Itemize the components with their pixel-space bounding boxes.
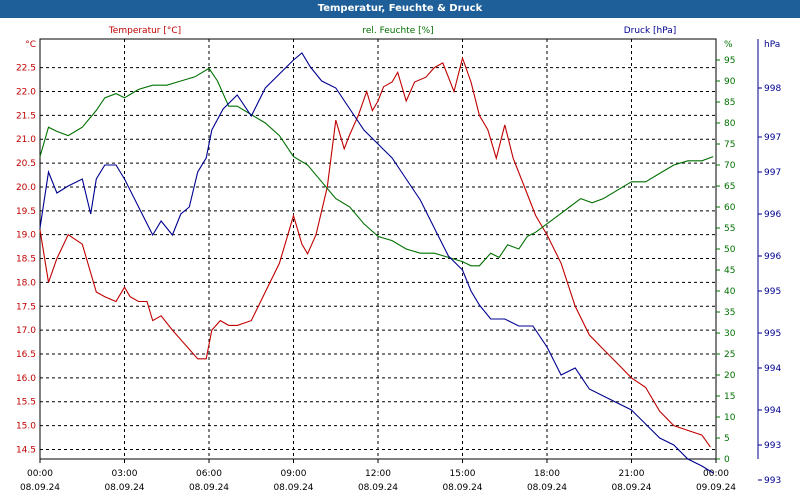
- humidity-tick-label: 75: [724, 140, 735, 150]
- temperature-tick-label: 15.5: [16, 398, 36, 408]
- temperature-tick-label: 20.5: [16, 159, 36, 169]
- humidity-tick-label: 35: [724, 308, 735, 318]
- pressure-tick-label: 996: [764, 252, 781, 262]
- temperature-tick-label: 21.0: [16, 135, 36, 145]
- pressure-tick-label: 997: [764, 133, 781, 143]
- temperature-tick-label: 22.0: [16, 88, 36, 98]
- humidity-tick-label: 65: [724, 182, 735, 192]
- temperature-tick-label: 22.5: [16, 64, 36, 74]
- x-tick-time-label: 00:00: [703, 469, 729, 479]
- humidity-tick-label: 60: [724, 203, 736, 213]
- pressure-tick-label: 994: [764, 406, 781, 416]
- temperature-tick-label: 17.5: [16, 302, 36, 312]
- humidity-tick-label: 90: [724, 77, 736, 87]
- x-tick-time-label: 18:00: [534, 469, 560, 479]
- humidity-tick-label: 50: [724, 245, 736, 255]
- x-tick-date-label: 08.09.24: [189, 483, 229, 493]
- temperature-tick-label: 16.5: [16, 350, 36, 360]
- chart-window-title: Temperatur, Feuchte & Druck: [0, 0, 800, 18]
- humidity-tick-label: 25: [724, 350, 735, 360]
- pressure-tick-label: 996: [764, 210, 781, 220]
- temperature-tick-label: 16.0: [16, 374, 36, 384]
- x-tick-time-label: 09:00: [281, 469, 307, 479]
- series-legend-label: rel. Feuchte [%]: [362, 26, 433, 36]
- series-line-temperature: [39, 56, 711, 448]
- x-tick-date-label: 08.09.24: [358, 483, 398, 493]
- temperature-tick-label: 17.0: [16, 326, 36, 336]
- humidity-tick-label: 85: [724, 98, 735, 108]
- humidity-tick-label: 30: [724, 329, 736, 339]
- x-tick-date-label: 08.09.24: [273, 483, 313, 493]
- x-tick-date-label: 09.09.24: [696, 483, 736, 493]
- temperature-tick-label: 19.5: [16, 207, 36, 217]
- humidity-tick-label: 0: [724, 455, 730, 465]
- humidity-tick-label: 5: [724, 434, 730, 444]
- humidity-tick-label: 70: [724, 161, 736, 171]
- x-tick-date-label: 08.09.24: [104, 483, 144, 493]
- temperature-tick-label: 14.5: [16, 445, 36, 455]
- x-tick-time-label: 21:00: [619, 469, 645, 479]
- series-line-pressure: [39, 52, 714, 474]
- x-tick-date-label: 08.09.24: [527, 483, 567, 493]
- pressure-tick-label: 995: [764, 329, 781, 339]
- x-tick-time-label: 00:00: [27, 469, 53, 479]
- x-tick-time-label: 15:00: [450, 469, 476, 479]
- series-legend-label: Druck [hPa]: [624, 26, 677, 36]
- series-line-humidity: [39, 67, 714, 267]
- humidity-tick-label: 40: [724, 287, 736, 297]
- x-tick-date-label: 08.09.24: [611, 483, 651, 493]
- humidity-unit-label: %: [724, 40, 733, 50]
- pressure-tick-label: 997: [764, 168, 781, 178]
- humidity-tick-label: 10: [724, 413, 736, 423]
- pressure-tick-label: 993: [764, 476, 781, 486]
- pressure-tick-label: 993: [764, 441, 781, 451]
- chart-area: 22.5 22.0 21.5 21.0 20.5 20.0 19.5 19.0 18.5 18.0…: [16, 26, 781, 493]
- x-tick-time-label: 06:00: [196, 469, 222, 479]
- x-tick-time-label: 03:00: [112, 469, 138, 479]
- temperature-unit-label: °C: [25, 40, 36, 50]
- pressure-tick-label: 998: [764, 84, 781, 94]
- temperature-tick-label: 20.0: [16, 183, 36, 193]
- temperature-tick-label: 18.0: [16, 278, 36, 288]
- pressure-tick-label: 995: [764, 287, 781, 297]
- humidity-tick-label: 20: [724, 371, 736, 381]
- humidity-tick-label: 15: [724, 392, 735, 402]
- x-tick-date-label: 08.09.24: [442, 483, 482, 493]
- x-tick-date-label: 08.09.24: [20, 483, 60, 493]
- pressure-tick-label: 994: [764, 364, 781, 374]
- x-tick-time-label: 12:00: [365, 469, 391, 479]
- humidity-tick-label: 55: [724, 224, 735, 234]
- humidity-tick-label: 95: [724, 56, 735, 66]
- temperature-tick-label: 19.0: [16, 231, 36, 241]
- pressure-unit-label: hPa: [764, 40, 780, 50]
- humidity-tick-label: 80: [724, 119, 736, 129]
- series-legend-label: Temperatur [°C]: [108, 26, 181, 36]
- temperature-tick-label: 18.5: [16, 255, 36, 265]
- temperature-tick-label: 21.5: [16, 111, 36, 121]
- humidity-tick-label: 45: [724, 266, 735, 276]
- temperature-tick-label: 15.0: [16, 422, 36, 432]
